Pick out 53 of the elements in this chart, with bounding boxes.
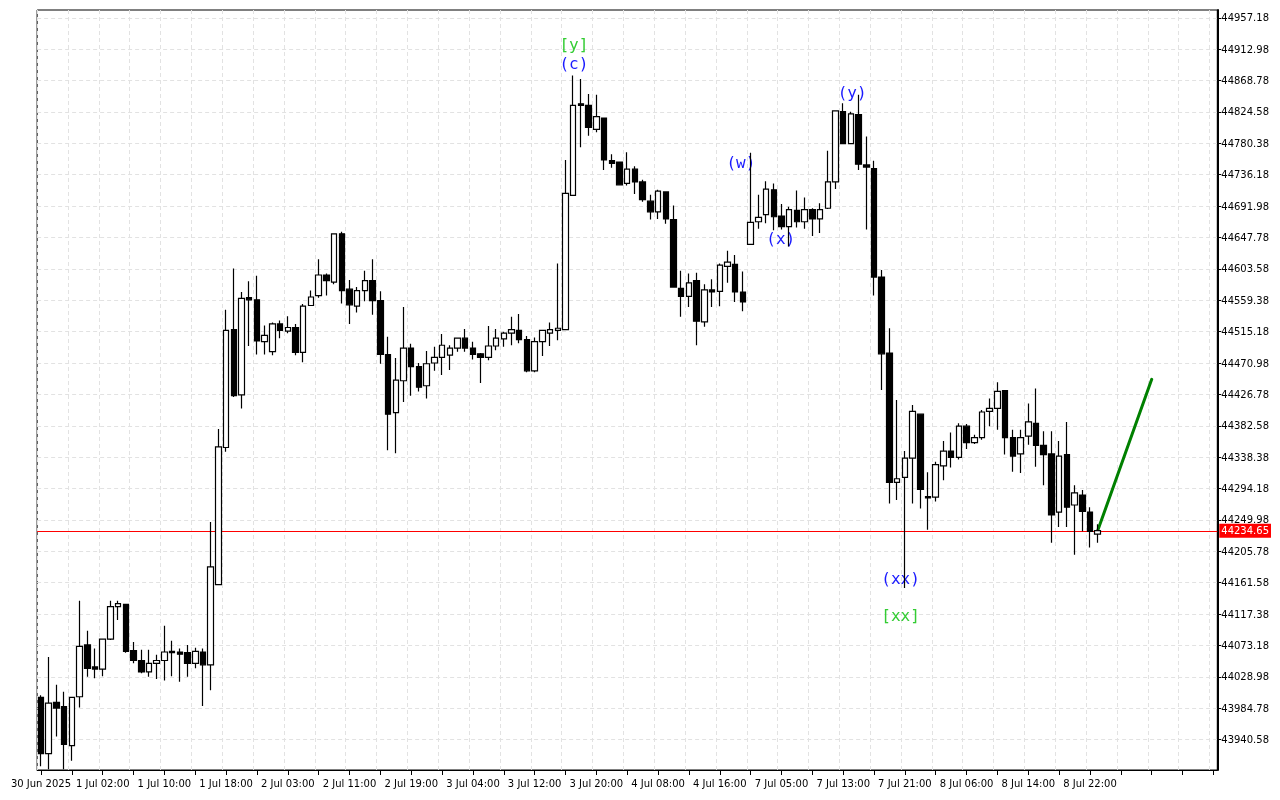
y-tick-label: 44868.78 — [1221, 75, 1269, 87]
y-tick-label: 44691.98 — [1221, 200, 1269, 212]
y-tick-label: 44470.98 — [1221, 357, 1269, 369]
candlestick — [739, 270, 747, 312]
x-tick-label: 1 Jul 02:00 — [75, 777, 130, 789]
x-tick-label: 3 Jul 20:00 — [569, 777, 624, 789]
y-tick-label: 44603.58 — [1221, 263, 1269, 275]
y-tick-label: 44559.38 — [1221, 294, 1269, 306]
x-tick-label: 7 Jul 21:00 — [878, 777, 932, 789]
x-tick-label: 1 Jul 18:00 — [199, 777, 253, 789]
x-tick-label: 8 Jul 14:00 — [1001, 777, 1056, 789]
candlestick — [307, 290, 315, 307]
x-tick-label: 2 Jul 19:00 — [384, 777, 439, 789]
annotation: (y) — [837, 82, 867, 102]
y-tick-label: 44957.18 — [1221, 12, 1269, 24]
candlestick — [68, 696, 76, 762]
candlestick — [762, 180, 770, 224]
y-tick-label: 44736.18 — [1221, 169, 1269, 181]
y-tick-label: 44647.78 — [1221, 232, 1269, 243]
y-tick-label: 44028.98 — [1221, 671, 1269, 683]
y-tick-label: 43984.78 — [1221, 702, 1269, 714]
y-tick-label: 44780.38 — [1221, 137, 1269, 149]
annotation: [xx] — [881, 606, 920, 626]
y-tick-label: 44912.98 — [1221, 43, 1269, 55]
y-tick-label: 44382.58 — [1221, 420, 1269, 432]
x-tick-label: 2 Jul 03:00 — [261, 777, 315, 789]
ref-line-label: 44234.65 — [1221, 525, 1269, 537]
x-tick-label: 4 Jul 08:00 — [631, 777, 685, 789]
x-tick-label: 8 Jul 06:00 — [939, 777, 994, 789]
y-tick-label: 44426.78 — [1221, 388, 1269, 400]
y-tick-label: 44117.38 — [1221, 608, 1269, 620]
candlestick — [677, 270, 685, 318]
x-tick-label: 8 Jul 22:00 — [1063, 777, 1117, 789]
y-tick-label: 44161.58 — [1221, 577, 1269, 589]
x-tick-label: 7 Jul 13:00 — [816, 777, 870, 789]
y-tick-label: 44073.18 — [1221, 639, 1269, 651]
y-tick-label: 44294.18 — [1221, 483, 1269, 495]
y-tick-label: 44338.38 — [1221, 451, 1269, 463]
annotation: (c) — [559, 54, 589, 74]
annotation: [y] — [559, 34, 589, 54]
y-tick-label: 43940.58 — [1221, 734, 1269, 746]
x-tick-label: 3 Jul 04:00 — [446, 777, 500, 789]
x-tick-label: 7 Jul 05:00 — [754, 777, 809, 789]
y-tick-label: 44515.18 — [1221, 326, 1269, 338]
x-tick-label: 1 Jul 10:00 — [137, 777, 192, 789]
x-tick-label: 4 Jul 16:00 — [692, 777, 747, 789]
x-tick-label: 30 Jun 2025 — [10, 777, 72, 789]
y-tick-label: 44824.58 — [1221, 106, 1269, 118]
y-tick-label: 44205.78 — [1221, 545, 1269, 557]
x-tick-label: 3 Jul 12:00 — [507, 777, 562, 789]
x-tick-label: 2 Jul 11:00 — [322, 777, 377, 789]
y-tick-label: 44249.98 — [1221, 514, 1269, 526]
candlestick — [754, 194, 763, 230]
